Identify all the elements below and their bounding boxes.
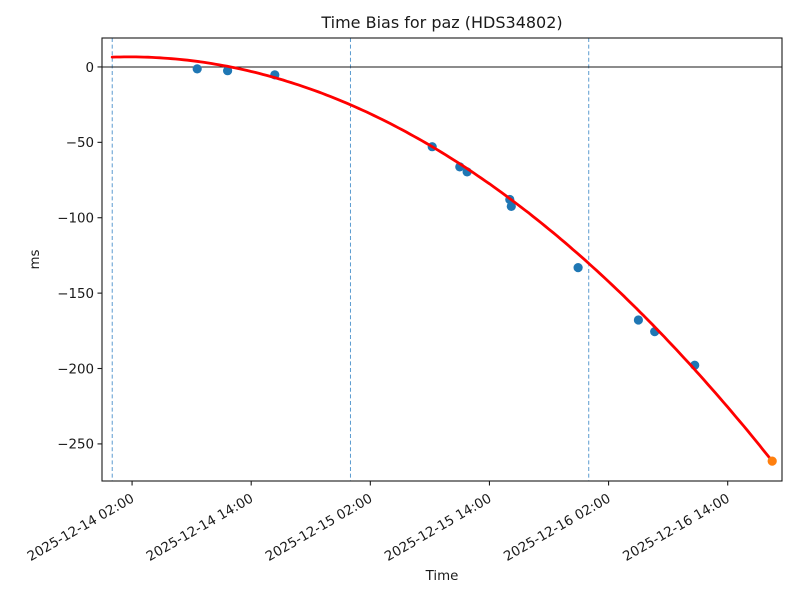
x-tick-label: 2025-12-14 14:00 bbox=[144, 491, 256, 564]
x-tick-label: 2025-12-14 02:00 bbox=[25, 491, 137, 564]
x-axis-label: Time bbox=[425, 569, 459, 584]
data-point bbox=[633, 315, 644, 325]
x-tick-label: 2025-12-16 14:00 bbox=[621, 491, 733, 564]
y-axis-label: ms bbox=[28, 249, 43, 269]
data-point bbox=[767, 456, 777, 466]
y-tick-label: −200 bbox=[57, 362, 94, 377]
y-tick-label: −150 bbox=[57, 287, 94, 302]
data-point bbox=[506, 201, 516, 211]
y-tick-label: −100 bbox=[57, 212, 94, 227]
y-tick-label: −250 bbox=[57, 438, 94, 453]
data-point bbox=[223, 66, 233, 76]
x-tick-label: 2025-12-16 02:00 bbox=[502, 491, 614, 564]
bias-observation-points bbox=[192, 64, 700, 370]
x-tick-label: 2025-12-15 14:00 bbox=[382, 491, 494, 564]
y-axis-ticks: 0 −50 −100 −150 −200 −250 bbox=[57, 61, 102, 453]
data-point bbox=[573, 263, 583, 273]
axes-frame bbox=[101, 37, 783, 482]
quadratic-fit-curve bbox=[110, 55, 774, 463]
y-tick-label: −50 bbox=[66, 136, 94, 151]
x-axis-ticks: 2025-12-14 02:00 2025-12-14 14:00 2025-12-… bbox=[25, 481, 733, 565]
day-boundary-vlines bbox=[111, 38, 590, 481]
latest-observation-point bbox=[767, 456, 777, 466]
x-tick-label: 2025-12-15 02:00 bbox=[263, 491, 375, 564]
y-tick-label: 0 bbox=[85, 61, 94, 76]
chart-title: Time Bias for paz (HDS34802) bbox=[320, 13, 562, 32]
data-point bbox=[192, 64, 202, 74]
